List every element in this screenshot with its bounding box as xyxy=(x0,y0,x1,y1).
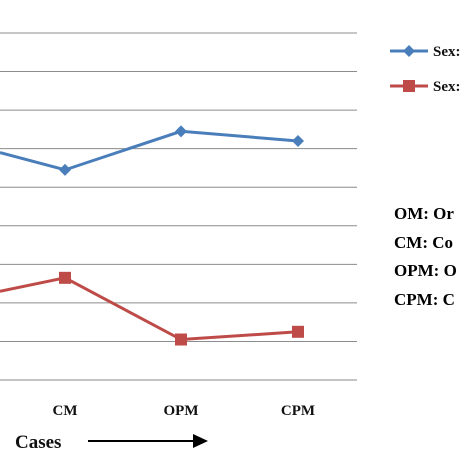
x-tick-label: CPM xyxy=(281,403,315,419)
legend-entry: Sex: xyxy=(433,44,461,60)
legend-marker xyxy=(403,80,415,92)
abbreviation-key: OM: Or CM: Co OPM: O CPM: C xyxy=(394,204,457,309)
series-2-point xyxy=(292,325,304,338)
legend-entry: Sex: xyxy=(433,79,461,95)
x-tick-label: CM xyxy=(53,403,78,419)
abbreviation-entry: CPM: C xyxy=(394,290,455,309)
gridlines xyxy=(0,32,357,342)
series-line-1 xyxy=(0,129,299,172)
series-layer xyxy=(0,125,304,346)
series-1-point xyxy=(59,163,71,176)
series-1-point xyxy=(175,125,187,138)
series-1-point xyxy=(292,134,304,147)
abbreviation-entry: OPM: O xyxy=(394,261,457,280)
series-line-2 xyxy=(0,276,299,342)
x-axis-arrow-icon xyxy=(88,434,208,448)
series-2-point xyxy=(175,333,187,346)
series-2-point xyxy=(59,271,71,284)
abbreviation-entry: OM: Or xyxy=(394,204,454,223)
abbreviation-entry: CM: Co xyxy=(394,233,453,252)
x-tick-labels: CM OPM CPM xyxy=(53,403,316,419)
x-axis-label: Cases xyxy=(15,432,61,453)
x-tick-label: OPM xyxy=(164,403,199,419)
legend-marker xyxy=(403,45,415,57)
legend: Sex: Sex: xyxy=(390,44,461,95)
